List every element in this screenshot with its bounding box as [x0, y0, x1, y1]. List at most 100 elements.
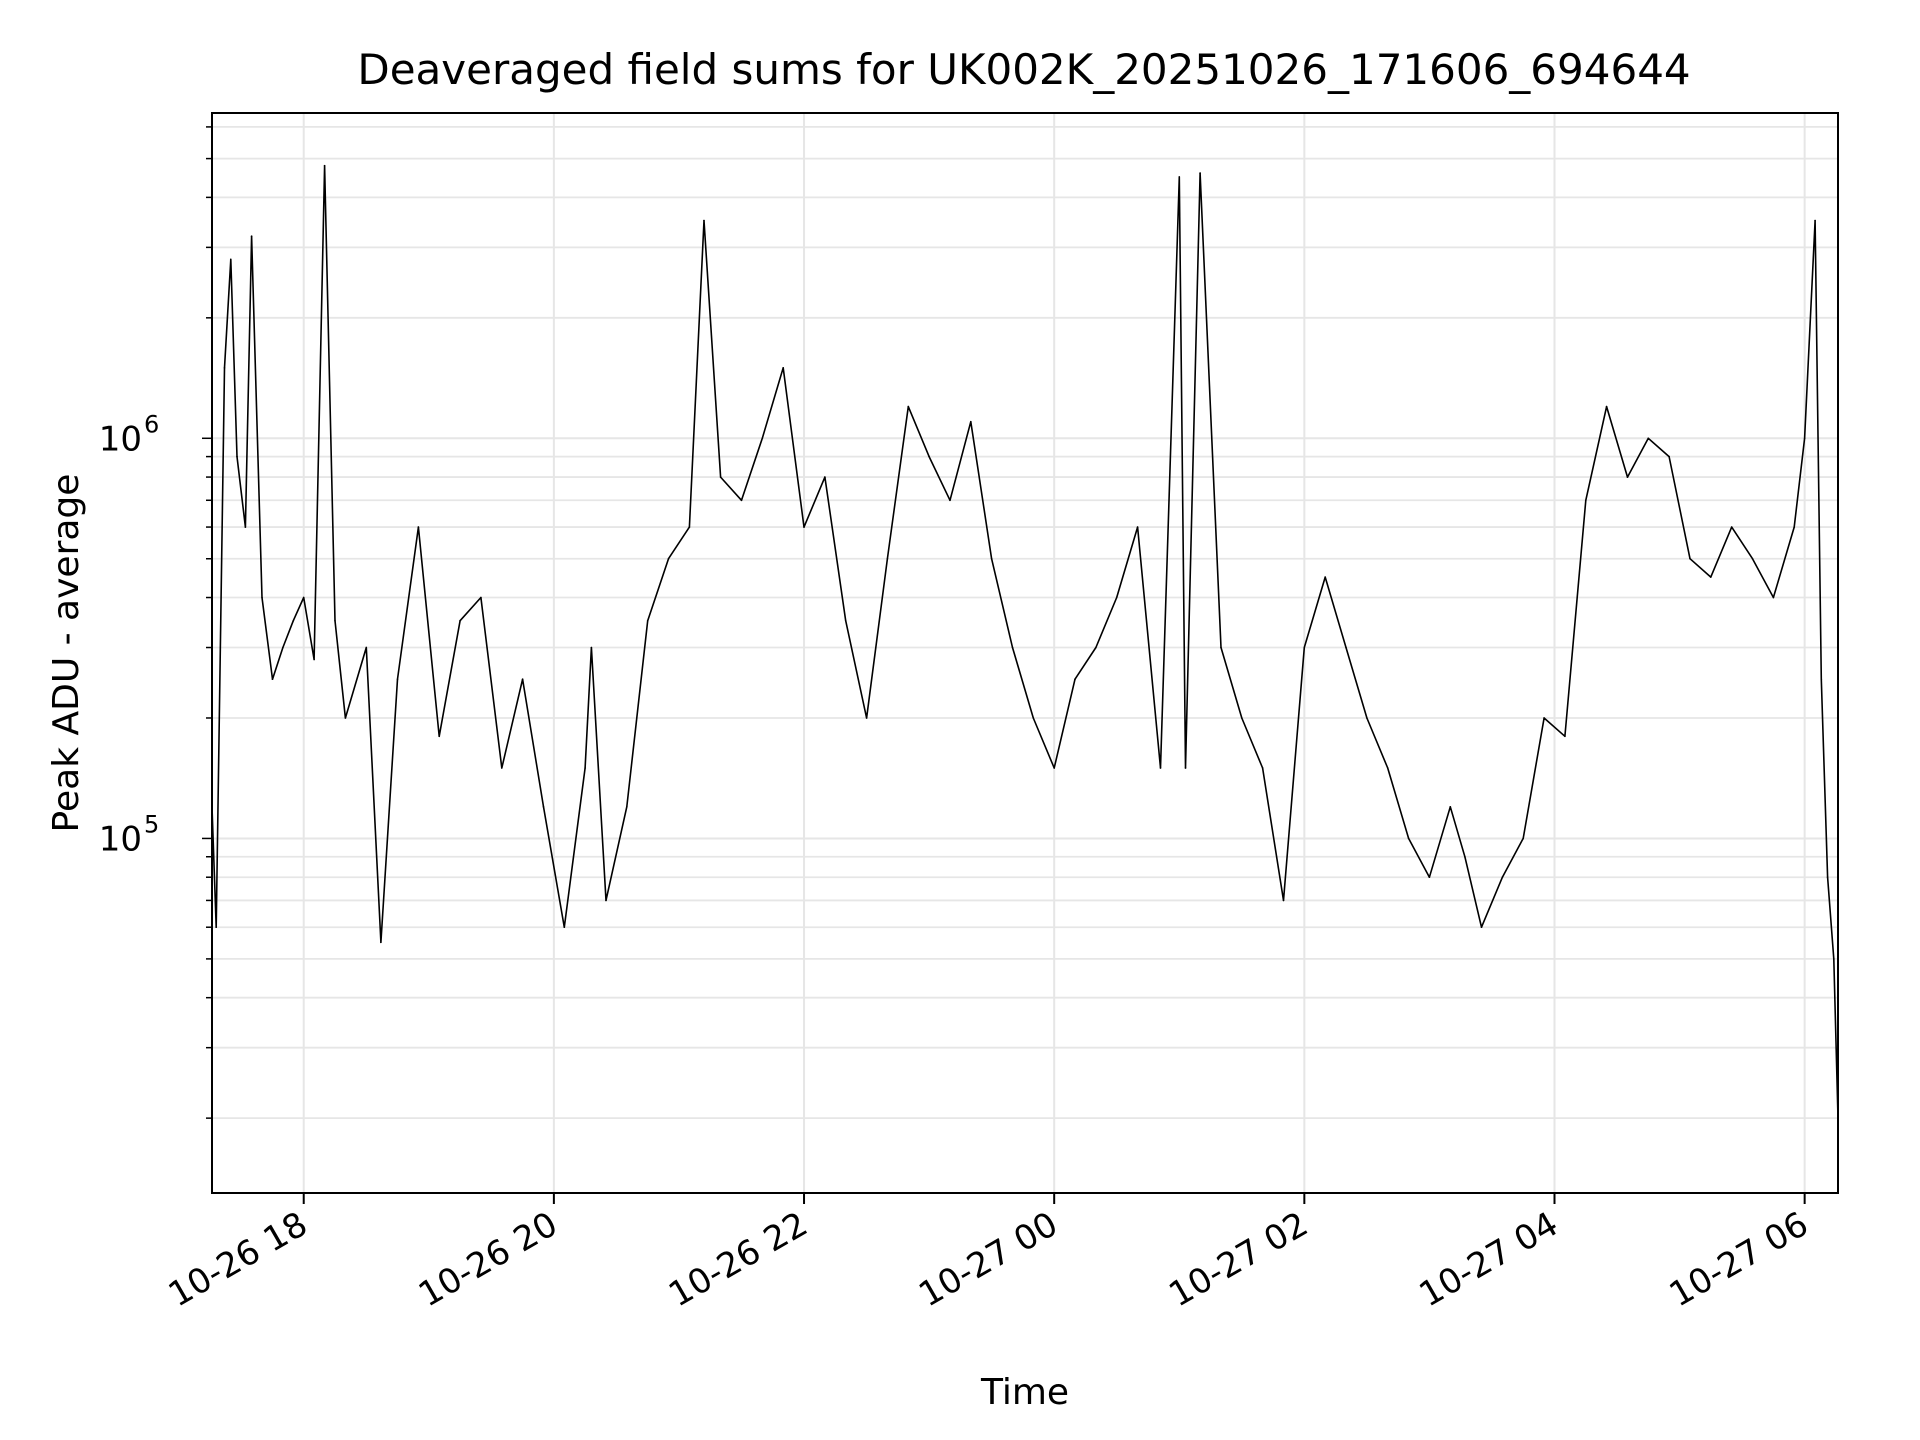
data-point	[584, 767, 586, 769]
data-point	[223, 367, 226, 369]
data-point	[1710, 576, 1712, 578]
data-point	[1772, 596, 1775, 599]
data-point	[1366, 717, 1368, 719]
y-tick-label: 10	[99, 419, 142, 459]
data-point	[365, 646, 368, 649]
series-line-0	[211, 164, 1839, 1119]
data-point	[1647, 437, 1650, 440]
data-point	[928, 455, 930, 458]
data-point	[1053, 767, 1055, 769]
data-point	[542, 805, 545, 808]
data-point	[480, 596, 482, 599]
data-point	[605, 899, 607, 902]
data-point	[323, 164, 326, 167]
data-point	[886, 557, 889, 560]
data-point	[907, 405, 910, 408]
data-point	[1282, 899, 1285, 902]
data-point	[824, 476, 826, 478]
data-point	[990, 557, 993, 560]
data-point	[459, 619, 461, 622]
data-point	[1184, 767, 1187, 769]
data-point	[1407, 837, 1410, 840]
data-point	[719, 476, 722, 478]
data-point	[1178, 176, 1181, 178]
data-point	[1011, 646, 1014, 649]
data-point	[949, 499, 951, 502]
data-point	[292, 619, 295, 622]
data-point	[1303, 646, 1306, 649]
data-point	[380, 941, 382, 944]
x-tick-label: 10-26 20	[412, 1204, 564, 1315]
data-point	[1464, 855, 1466, 858]
x-tick-label: 10-27 02	[1162, 1204, 1314, 1315]
data-point	[1793, 526, 1796, 528]
data-point	[646, 619, 649, 622]
data-point	[500, 767, 503, 769]
data-point	[229, 258, 232, 261]
data-point	[250, 235, 253, 237]
data-point	[1074, 678, 1076, 681]
data-point	[1826, 876, 1829, 879]
data-point	[302, 596, 305, 599]
data-point	[844, 619, 847, 622]
data-point	[215, 926, 217, 929]
data-point	[688, 526, 691, 528]
data-point	[1032, 717, 1035, 719]
data-point	[1605, 405, 1608, 408]
data-point	[1115, 596, 1118, 599]
data-point	[1449, 805, 1452, 808]
data-point	[667, 557, 670, 560]
x-axis-label: Time	[980, 1372, 1069, 1413]
plot-frame	[211, 112, 1839, 1194]
grid	[212, 113, 1838, 1193]
data-point	[1095, 646, 1097, 649]
data-point	[1626, 476, 1629, 478]
y-tick-label: 10	[99, 819, 142, 859]
data-point	[1751, 557, 1754, 560]
data-point	[1324, 576, 1326, 578]
data-point	[1136, 526, 1139, 528]
data-point	[1199, 172, 1201, 174]
data-point	[803, 526, 805, 528]
data-point	[626, 805, 628, 808]
data-point	[1345, 646, 1347, 649]
data-point	[1689, 557, 1691, 560]
data-point	[1480, 926, 1483, 929]
data-point	[865, 717, 868, 719]
data-point	[1814, 219, 1816, 222]
data-point	[521, 678, 524, 681]
y-axis-label: Peak ADU - average	[46, 474, 87, 833]
data-point	[1668, 455, 1670, 458]
data-point	[417, 526, 420, 528]
data-point	[396, 678, 399, 681]
data-point	[313, 658, 315, 661]
data-point	[271, 678, 274, 681]
data-point	[1564, 735, 1566, 738]
x-tick-label: 10-26 18	[162, 1204, 314, 1315]
data-point	[1522, 837, 1525, 840]
data-point	[1241, 717, 1243, 719]
x-axis: 10-26 18 10-26 20 10-26 22 10-27 00 10-27 02…	[162, 1193, 1815, 1315]
x-tick-label: 10-27 06	[1663, 1204, 1815, 1315]
data-point	[236, 455, 238, 458]
data-point	[1261, 767, 1264, 769]
data-point	[782, 367, 784, 369]
data-point	[1159, 767, 1162, 769]
chart-title: Deaveraged field sums for UK002K_2025102…	[357, 45, 1690, 94]
x-tick-label: 10-27 04	[1413, 1204, 1565, 1315]
data-line	[211, 164, 1839, 1119]
x-tick-label: 10-27 00	[912, 1204, 1064, 1315]
data-point	[1833, 958, 1835, 960]
data-point	[1543, 717, 1545, 719]
data-point	[261, 596, 263, 599]
data-point	[244, 526, 247, 528]
data-point	[1730, 526, 1733, 528]
data-point	[703, 219, 705, 222]
data-point	[438, 735, 441, 738]
data-point	[1220, 646, 1222, 649]
data-point	[1501, 876, 1504, 879]
data-point	[1803, 437, 1806, 440]
data-point	[1820, 678, 1823, 681]
